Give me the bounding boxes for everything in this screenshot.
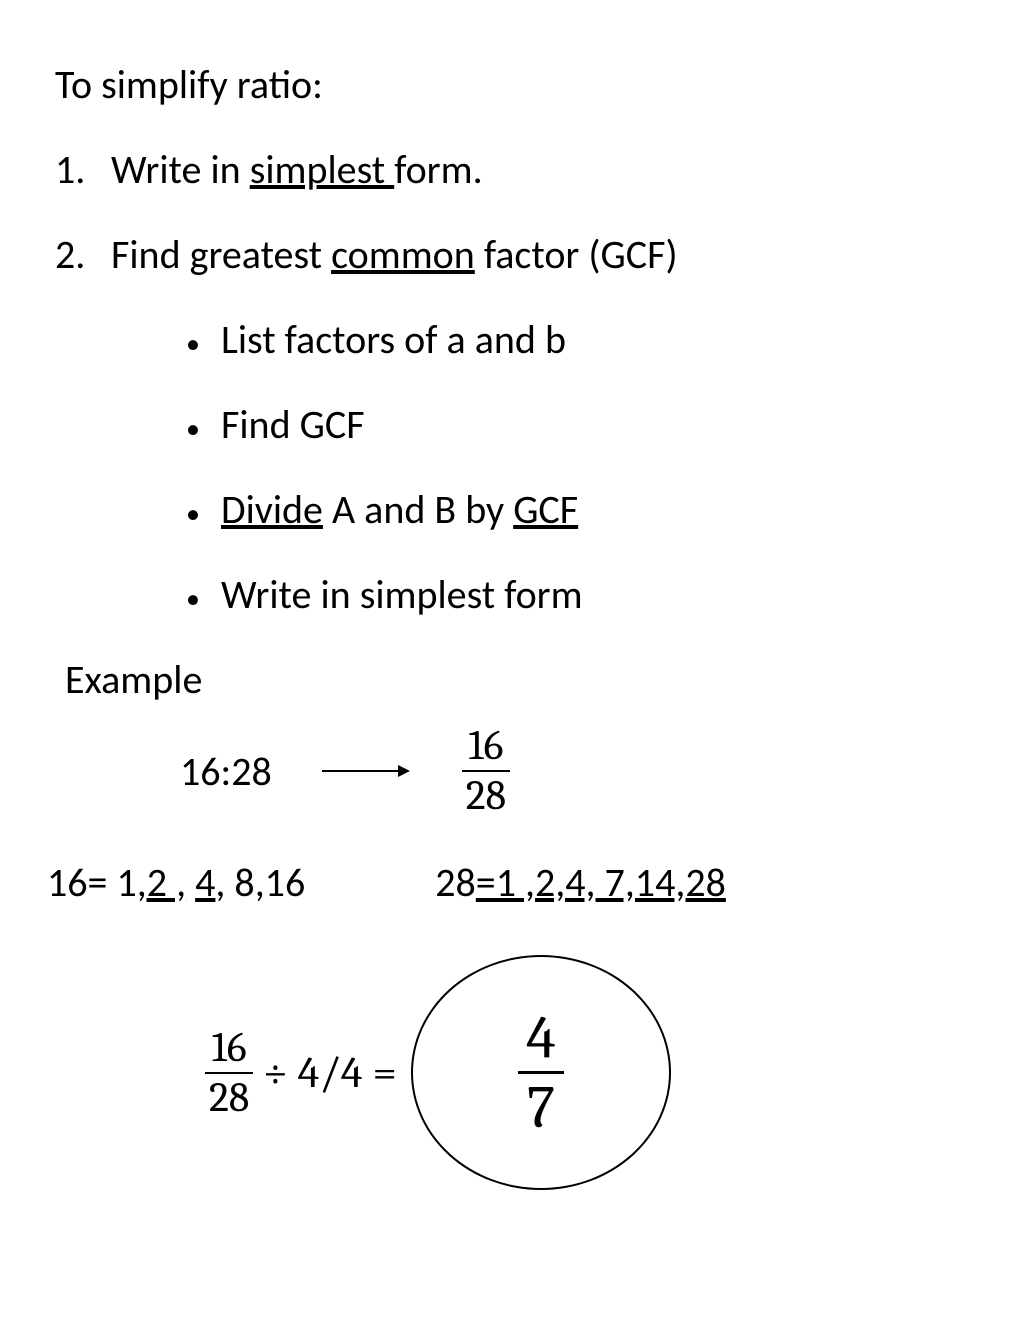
item2-post: factor (GCF) bbox=[475, 230, 678, 279]
list-text-2: Find greatest common factor (GCF) bbox=[111, 230, 969, 279]
item2-pre: Find greatest bbox=[111, 230, 331, 279]
list-item-1: 1. Write in simplest form. bbox=[55, 145, 969, 194]
example-heading: Example bbox=[65, 655, 969, 704]
sub3-u2: GCF bbox=[513, 485, 578, 534]
bullet-icon: • bbox=[165, 324, 221, 364]
f16-u2: 4 bbox=[195, 858, 215, 907]
sublist-item-1: • List factors of a and b bbox=[165, 315, 969, 364]
list-item-2: 2. Find greatest common factor (GCF) bbox=[55, 230, 969, 279]
sub3-u1: Divide bbox=[221, 485, 323, 534]
arrow-right-icon bbox=[322, 761, 412, 781]
factors-28: 28=1 ,2,4, 7,14,28 bbox=[435, 858, 726, 907]
equals-sign: = bbox=[372, 1047, 396, 1098]
fraction-denominator: 28 bbox=[462, 774, 510, 818]
f16-pre: 16= 1 bbox=[47, 858, 137, 907]
list-text-1: Write in simplest form. bbox=[111, 145, 969, 194]
sublist-text-3: Divide A and B by GCF bbox=[221, 485, 578, 534]
item2-underline: common bbox=[331, 230, 475, 279]
sublist-text-1: List factors of a and b bbox=[221, 315, 566, 364]
bullet-icon: • bbox=[165, 409, 221, 449]
bullet-icon: • bbox=[165, 494, 221, 534]
arrow-head bbox=[398, 765, 410, 777]
final-fraction-left: 16 28 bbox=[205, 1026, 253, 1120]
circle-icon bbox=[411, 955, 671, 1190]
f28-u: =1 ,2,4, 7,14,28 bbox=[476, 858, 726, 907]
f16-post: , 8,16 bbox=[215, 858, 305, 907]
sublist-item-2: • Find GCF bbox=[165, 400, 969, 449]
sublist-text-4: Write in simplest form bbox=[221, 570, 583, 619]
f28-pre: 28 bbox=[435, 858, 476, 907]
sublist-item-4: • Write in simplest form bbox=[165, 570, 969, 619]
final-equation: 16 28 ÷ 4/4 = 4 7 bbox=[205, 955, 969, 1190]
answer-circle-wrap: 4 7 bbox=[411, 955, 671, 1190]
arrow-line bbox=[322, 770, 400, 772]
example-row-ratio: 16:28 16 28 bbox=[180, 724, 969, 818]
divide-by: 4/4 bbox=[298, 1047, 363, 1098]
list-number-2: 2. bbox=[55, 230, 111, 279]
title-text: To simplify ratio: bbox=[55, 60, 969, 109]
item1-post: form. bbox=[394, 145, 482, 194]
f16-mid bbox=[186, 858, 195, 907]
factors-16: 16= 1,2 , 4, 8,16 bbox=[47, 858, 305, 907]
fraction-16-28: 16 28 bbox=[462, 724, 510, 818]
slide-page: To simplify ratio: 1. Write in simplest … bbox=[0, 0, 1024, 1325]
fraction-numerator: 16 bbox=[464, 724, 507, 768]
factors-row: 16= 1,2 , 4, 8,16 28=1 ,2,4, 7,14,28 bbox=[47, 858, 969, 907]
f16-u1: ,2 , bbox=[137, 858, 186, 907]
item1-underline: simplest bbox=[250, 145, 395, 194]
item1-pre: Write in bbox=[111, 145, 250, 194]
divide-sign: ÷ bbox=[263, 1047, 287, 1098]
sub3-mid: A and B by bbox=[323, 485, 513, 534]
sublist-item-3: • Divide A and B by GCF bbox=[165, 485, 969, 534]
final-num: 16 bbox=[208, 1026, 251, 1070]
bullet-icon: • bbox=[165, 579, 221, 619]
ratio-text: 16:28 bbox=[180, 747, 272, 796]
final-den: 28 bbox=[205, 1076, 253, 1120]
list-number-1: 1. bbox=[55, 145, 111, 194]
sublist-text-2: Find GCF bbox=[221, 400, 365, 449]
